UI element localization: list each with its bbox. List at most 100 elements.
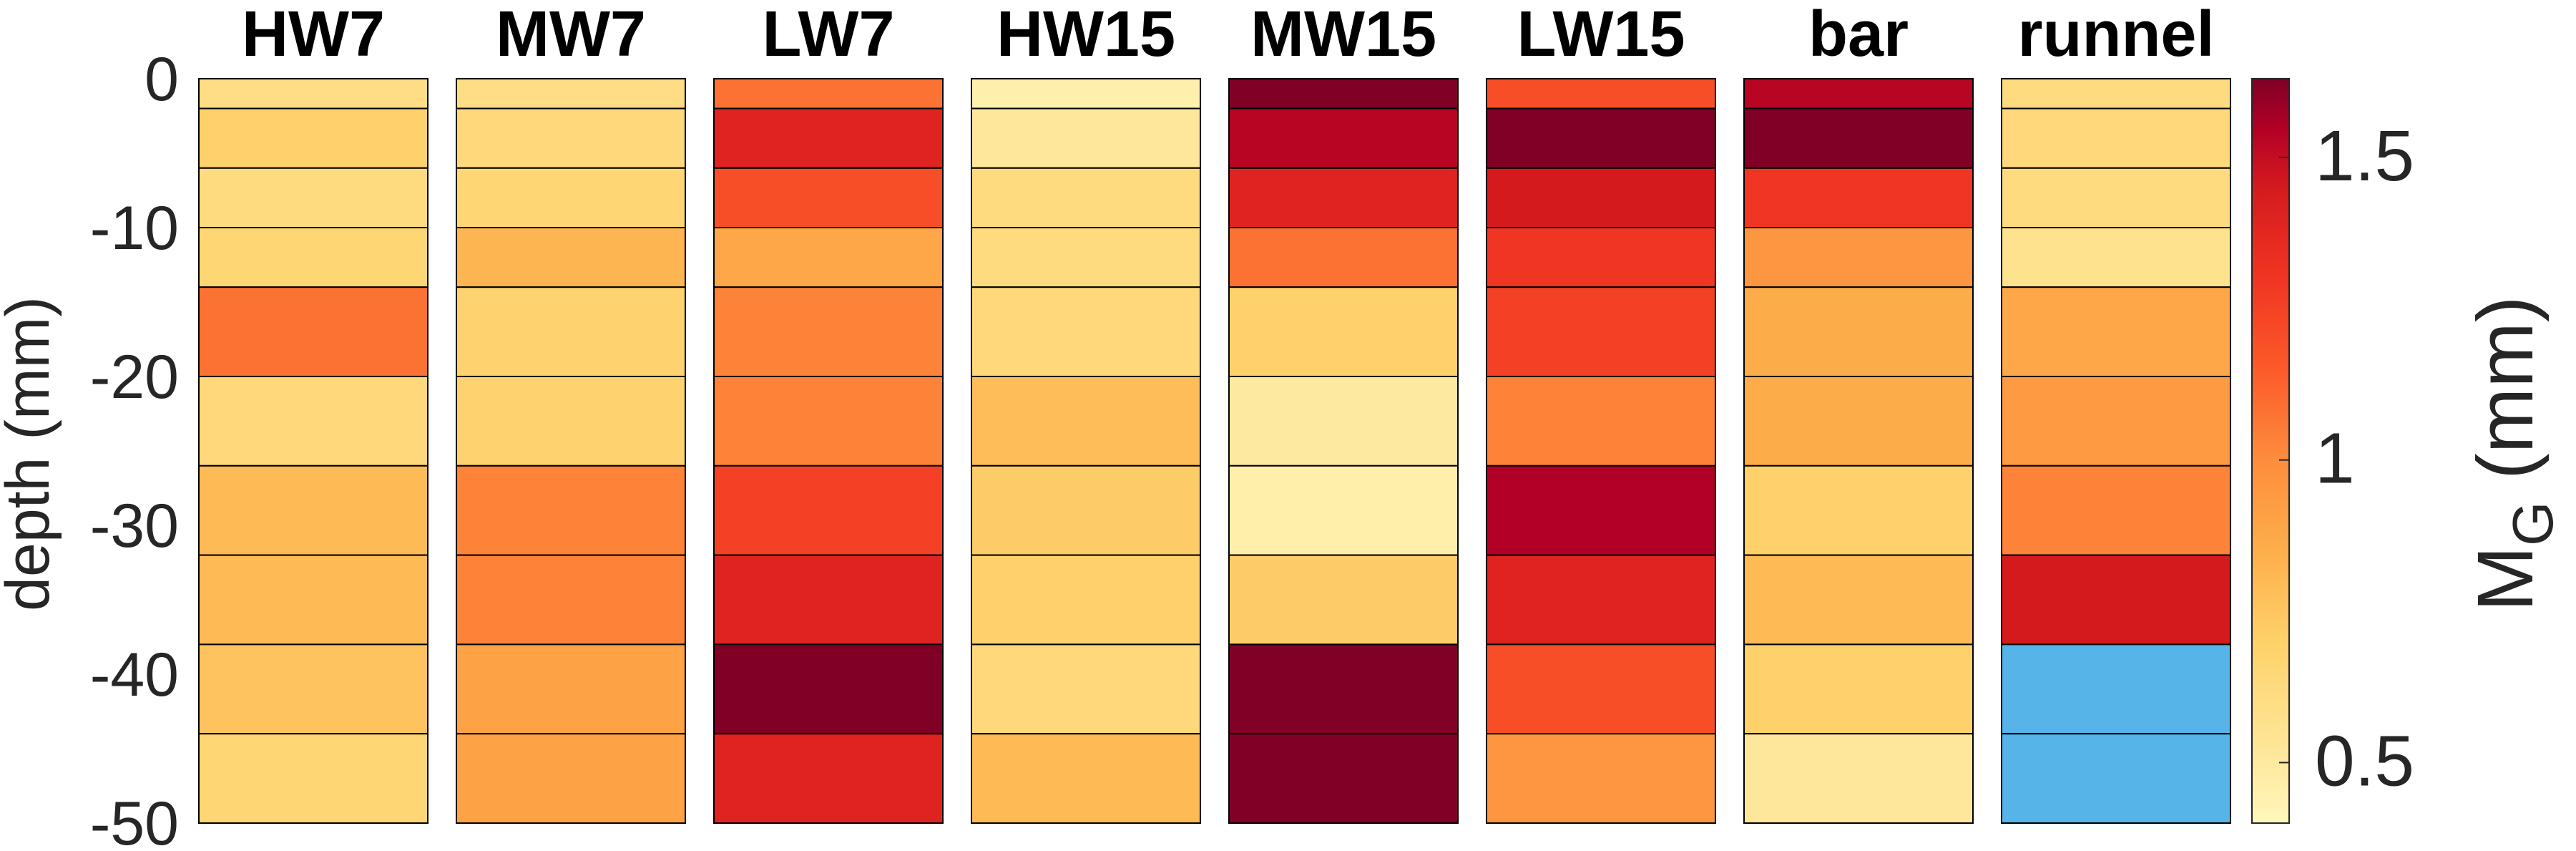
heatmap-cell bbox=[456, 733, 686, 824]
heatmap-cell bbox=[1228, 643, 1459, 735]
heatmap-cell bbox=[1743, 227, 1974, 288]
column-title: HW7 bbox=[242, 0, 385, 70]
column-title: runnel bbox=[2017, 0, 2214, 70]
column-runnel: runnel bbox=[2001, 0, 2231, 824]
heatmap-cell bbox=[1743, 733, 1974, 824]
heatmap-cell bbox=[456, 107, 686, 169]
column-title: LW15 bbox=[1517, 0, 1685, 70]
heatmap-cell bbox=[1228, 107, 1459, 169]
y-tick-label: 0 bbox=[145, 45, 179, 114]
heatmap-cell bbox=[2001, 227, 2231, 288]
y-tick-label: -30 bbox=[90, 492, 179, 560]
heatmap-cell bbox=[2001, 554, 2231, 646]
heatmap-cell bbox=[971, 78, 1201, 110]
heatmap-cell bbox=[713, 167, 944, 228]
heatmap-cell bbox=[1743, 107, 1974, 169]
y-axis-label: depth (mm) bbox=[0, 296, 62, 611]
column-HW15: HW15 bbox=[971, 0, 1201, 824]
column-bar: bar bbox=[1743, 0, 1974, 824]
y-tick-label: -50 bbox=[90, 789, 179, 851]
heatmap-cell bbox=[713, 733, 944, 824]
heatmap-cell bbox=[1486, 78, 1716, 110]
heatmap-cell bbox=[1228, 465, 1459, 556]
heatmap-cell bbox=[1228, 227, 1459, 288]
heatmap-cell bbox=[2001, 107, 2231, 169]
heatmap-cell bbox=[1486, 107, 1716, 169]
heatmap-cell bbox=[2001, 78, 2231, 110]
heatmap-cell bbox=[456, 167, 686, 228]
heatmap-cell bbox=[1486, 227, 1716, 288]
heatmap-cell bbox=[971, 733, 1201, 824]
heatmap-cell bbox=[971, 286, 1201, 378]
heatmap-cell bbox=[713, 643, 944, 735]
heatmap-cell bbox=[456, 554, 686, 646]
heatmap-cell bbox=[198, 376, 428, 467]
colorbar-gradient bbox=[2251, 78, 2290, 824]
heatmap-cell bbox=[198, 78, 428, 110]
heatmap-cell bbox=[713, 107, 944, 169]
heatmap-cell bbox=[456, 227, 686, 288]
colorbar-label: MG (mm) bbox=[2462, 296, 2565, 612]
heatmap-cell bbox=[2001, 465, 2231, 556]
heatmap-cell bbox=[198, 107, 428, 169]
y-tick-label: -20 bbox=[90, 343, 179, 412]
heatmap-cell bbox=[1743, 286, 1974, 378]
heatmap-cell bbox=[1486, 643, 1716, 735]
heatmap-cell bbox=[198, 465, 428, 556]
heatmap-cell bbox=[971, 107, 1201, 169]
heatmap-cell bbox=[198, 167, 428, 228]
heatmap-cell bbox=[1486, 376, 1716, 467]
colorbar-tick-label: 1 bbox=[2315, 419, 2355, 499]
heatmap-cell bbox=[1228, 733, 1459, 824]
heatmap-cell bbox=[1228, 554, 1459, 646]
heatmap-cell bbox=[1743, 554, 1974, 646]
heatmap-cell bbox=[971, 227, 1201, 288]
heatmap-columns: HW7 MW7 LW7 HW15 MW15 LW15 bar runnel bbox=[198, 0, 2231, 824]
heatmap-cell bbox=[1228, 78, 1459, 110]
heatmap-cell bbox=[1486, 554, 1716, 646]
heatmap-cell bbox=[2001, 733, 2231, 824]
heatmap-cell bbox=[1743, 78, 1974, 110]
heatmap-cell bbox=[1486, 167, 1716, 228]
heatmap-cell bbox=[2001, 167, 2231, 228]
heatmap-cell bbox=[2001, 643, 2231, 735]
heatmap-cell bbox=[971, 643, 1201, 735]
heatmap-cell bbox=[1486, 286, 1716, 378]
heatmap-cell bbox=[456, 78, 686, 110]
column-HW7: HW7 bbox=[198, 0, 428, 824]
heatmap-cell bbox=[2001, 286, 2231, 378]
column-title: HW15 bbox=[996, 0, 1175, 70]
heatmap-cell bbox=[971, 554, 1201, 646]
colorbar-tick-label: 0.5 bbox=[2315, 721, 2414, 801]
colorbar: 0.5 1 1.5 MG (mm) bbox=[2251, 78, 2565, 824]
heatmap-cell bbox=[456, 465, 686, 556]
column-MW15: MW15 bbox=[1228, 0, 1459, 824]
heatmap-cell bbox=[198, 227, 428, 288]
heatmap-cell bbox=[1228, 167, 1459, 228]
heatmap-cell bbox=[713, 376, 944, 467]
y-axis: 0 -10 -20 -30 -40 -50 bbox=[90, 45, 179, 851]
heatmap-cell bbox=[1228, 286, 1459, 378]
heatmap-cell bbox=[971, 376, 1201, 467]
colorbar-tick-label: 1.5 bbox=[2315, 116, 2414, 196]
heatmap-cell bbox=[1486, 465, 1716, 556]
heatmap-cell bbox=[713, 554, 944, 646]
heatmap-cell bbox=[971, 465, 1201, 556]
heatmap-cell bbox=[713, 227, 944, 288]
heatmap-cell bbox=[1743, 167, 1974, 228]
heatmap-cell bbox=[1486, 733, 1716, 824]
heatmap-cell bbox=[1743, 376, 1974, 467]
column-title: MW7 bbox=[496, 0, 646, 70]
heatmap-cell bbox=[456, 376, 686, 467]
heatmap-cell bbox=[713, 465, 944, 556]
heatmap-cell bbox=[1228, 376, 1459, 467]
heatmap-cell bbox=[198, 286, 428, 378]
heatmap-cell bbox=[198, 733, 428, 824]
heatmap-cell bbox=[1743, 643, 1974, 735]
heatmap-cell bbox=[198, 643, 428, 735]
column-LW15: LW15 bbox=[1486, 0, 1716, 824]
y-tick-label: -10 bbox=[90, 194, 179, 263]
column-LW7: LW7 bbox=[713, 0, 944, 824]
heatmap-cell bbox=[713, 78, 944, 110]
